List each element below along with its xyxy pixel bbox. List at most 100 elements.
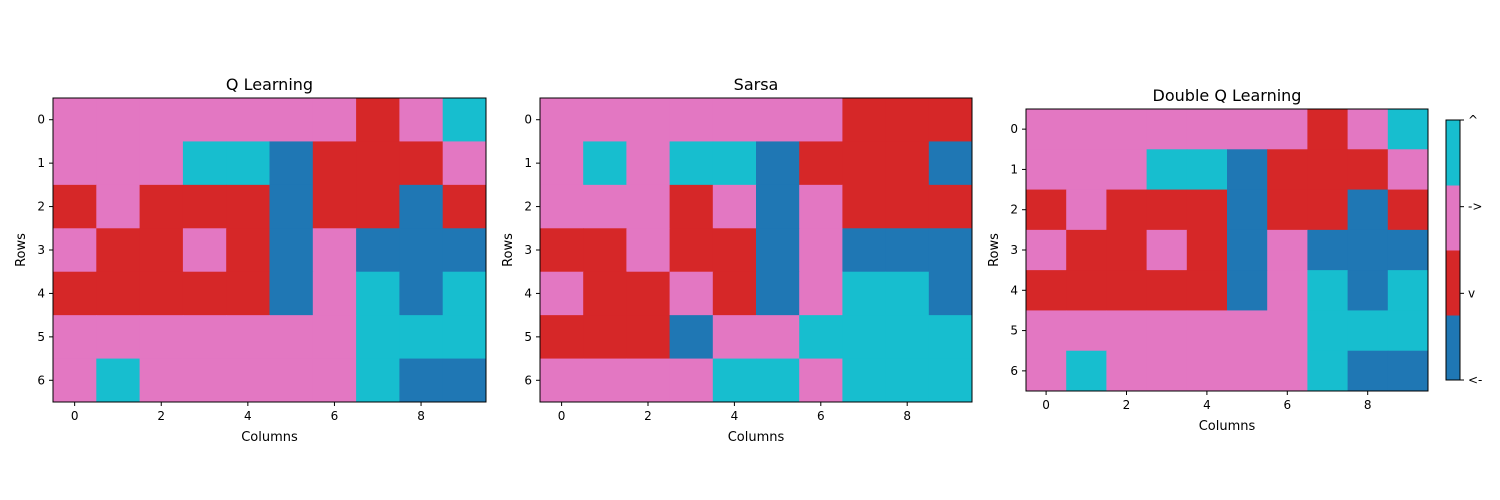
heatmap-cell-r1-c0 bbox=[1026, 149, 1067, 191]
heatmap-cell-r1-c2 bbox=[1106, 149, 1148, 191]
heatmap-cell-r4-c7 bbox=[1307, 270, 1349, 311]
heatmap-cell-r2-c1 bbox=[1066, 189, 1107, 231]
heatmap-cell-r2-c9 bbox=[928, 184, 973, 229]
x-tick-label: 8 bbox=[903, 409, 911, 423]
heatmap-cell-r4-c3 bbox=[182, 271, 227, 316]
heatmap-cell-r2-c2 bbox=[626, 184, 671, 229]
x-tick-label: 2 bbox=[644, 409, 652, 423]
heatmap-cell-r4-c6 bbox=[312, 271, 357, 316]
heatmap-cell-r2-c8 bbox=[885, 184, 930, 229]
heatmap-cell-r0-c6 bbox=[799, 98, 843, 142]
y-tick-label: 4 bbox=[37, 286, 45, 300]
heatmap-cell-r0-c2 bbox=[1106, 109, 1148, 150]
heatmap-cell-r1-c3 bbox=[1146, 149, 1188, 191]
y-tick-label: 3 bbox=[37, 243, 45, 257]
heatmap-cell-r1-c8 bbox=[1347, 149, 1389, 191]
heatmap-cell-r0-c0 bbox=[1026, 109, 1067, 150]
heatmap-cell-r2-c9 bbox=[1387, 189, 1429, 231]
heatmap-cell-r5-c9 bbox=[442, 315, 487, 360]
x-tick-label: 6 bbox=[331, 409, 339, 423]
heatmap-cell-r3-c0 bbox=[53, 228, 97, 273]
heatmap-cell-r3-c5 bbox=[1227, 229, 1268, 271]
heatmap-cell-r2-c4 bbox=[1186, 189, 1228, 231]
heatmap-cell-r4-c2 bbox=[139, 271, 184, 316]
heatmap-cell-r4-c4 bbox=[712, 271, 757, 316]
heatmap-cell-r0-c1 bbox=[96, 98, 141, 142]
heatmap-cell-r0-c7 bbox=[842, 98, 887, 142]
heatmap-cell-r3-c3 bbox=[1146, 229, 1188, 271]
heatmap-cell-r1-c7 bbox=[1307, 149, 1349, 191]
heatmap-cell-r6-c1 bbox=[96, 358, 141, 403]
heatmap-cell-r6-c1 bbox=[583, 358, 627, 403]
x-tick-label: 4 bbox=[731, 409, 739, 423]
heatmap-cell-r4-c1 bbox=[96, 271, 141, 316]
heatmap-cell-r4-c7 bbox=[842, 271, 887, 316]
y-tick-label: 2 bbox=[524, 200, 532, 214]
heatmap-cell-r5-c1 bbox=[583, 315, 627, 360]
heatmap-cell-r3-c4 bbox=[1186, 229, 1228, 271]
heatmap-cell-r5-c1 bbox=[96, 315, 141, 360]
heatmap-cell-r1-c3 bbox=[182, 141, 227, 186]
heatmap-cell-r0-c2 bbox=[139, 98, 184, 142]
heatmap-cell-r6-c6 bbox=[799, 358, 843, 403]
heatmap-cell-r6-c3 bbox=[669, 358, 714, 403]
colorbar-tick-label: <- bbox=[1468, 373, 1482, 387]
heatmap-cell-r1-c4 bbox=[712, 141, 757, 186]
y-tick-label: 2 bbox=[1010, 203, 1018, 217]
y-tick-label: 1 bbox=[524, 156, 532, 170]
x-axis-label: Columns bbox=[728, 430, 785, 445]
heatmap-cell-r2-c9 bbox=[442, 184, 487, 229]
y-tick-label: 3 bbox=[524, 243, 532, 257]
heatmap-cell-r6-c5 bbox=[269, 358, 314, 403]
heatmap-cell-r5-c7 bbox=[356, 315, 400, 360]
heatmap-cell-r1-c2 bbox=[626, 141, 671, 186]
heatmap-cell-r5-c2 bbox=[626, 315, 671, 360]
heatmap-cell-r5-c6 bbox=[312, 315, 357, 360]
heatmap-cell-r6-c5 bbox=[1227, 350, 1268, 392]
heatmap-cell-r0-c9 bbox=[928, 98, 973, 142]
heatmap-cell-r6-c3 bbox=[182, 358, 227, 403]
heatmap-cell-r6-c9 bbox=[1387, 350, 1429, 392]
heatmap-cell-r5-c7 bbox=[1307, 310, 1349, 352]
x-tick-label: 8 bbox=[417, 409, 425, 423]
y-axis-label: Rows bbox=[14, 233, 29, 267]
heatmap-cell-r0-c1 bbox=[1066, 109, 1107, 150]
colorbar-frame bbox=[1445, 119, 1461, 381]
heatmap-cell-r4-c8 bbox=[1347, 270, 1389, 311]
heatmap-cell-r4-c1 bbox=[583, 271, 627, 316]
heatmap-cell-r4-c8 bbox=[885, 271, 930, 316]
heatmap-cell-r6-c0 bbox=[53, 358, 97, 403]
heatmap-cell-r3-c3 bbox=[182, 228, 227, 273]
heatmap-cell-r6-c1 bbox=[1066, 350, 1107, 392]
heatmap-cell-r4-c9 bbox=[928, 271, 973, 316]
y-tick-label: 0 bbox=[1010, 122, 1018, 136]
heatmap-cell-r5-c4 bbox=[226, 315, 270, 360]
heatmap-cell-r1-c5 bbox=[1227, 149, 1268, 191]
heatmap-cell-r6-c5 bbox=[756, 358, 800, 403]
heatmap-cell-r2-c4 bbox=[712, 184, 757, 229]
heatmap-cell-r6-c4 bbox=[712, 358, 757, 403]
heatmap-cell-r4-c0 bbox=[53, 271, 97, 316]
heatmap-cell-r3-c7 bbox=[842, 228, 887, 273]
heatmap-cell-r4-c9 bbox=[1387, 270, 1429, 311]
heatmap-cell-r2-c3 bbox=[182, 184, 227, 229]
colorbar-tick-label: ^ bbox=[1468, 113, 1478, 127]
heatmap-cell-r3-c6 bbox=[1267, 229, 1308, 271]
heatmap-cell-r4-c0 bbox=[1026, 270, 1067, 311]
y-tick-label: 6 bbox=[1010, 364, 1018, 378]
x-tick-label: 2 bbox=[157, 409, 165, 423]
heatmap-cell-r5-c3 bbox=[1146, 310, 1188, 352]
heatmap-cell-r1-c6 bbox=[1267, 149, 1308, 191]
heatmap-cell-r0-c5 bbox=[269, 98, 314, 142]
heatmap-cell-r1-c9 bbox=[928, 141, 973, 186]
heatmap-cell-r3-c8 bbox=[399, 228, 444, 273]
y-tick-label: 1 bbox=[1010, 162, 1018, 176]
colorbar: <- v -> ^ bbox=[1445, 113, 1482, 387]
heatmap-cell-r4-c7 bbox=[356, 271, 400, 316]
heatmap-sarsa: Sarsa 0 2 4 6 8 0 1 2 3 4 5 6 Columns Rows bbox=[501, 75, 973, 445]
heatmap-cell-r2-c1 bbox=[96, 184, 141, 229]
colorbar-segment bbox=[1446, 250, 1460, 316]
heatmap-cell-r6-c8 bbox=[885, 358, 930, 403]
heatmap-cell-r2-c8 bbox=[1347, 189, 1389, 231]
